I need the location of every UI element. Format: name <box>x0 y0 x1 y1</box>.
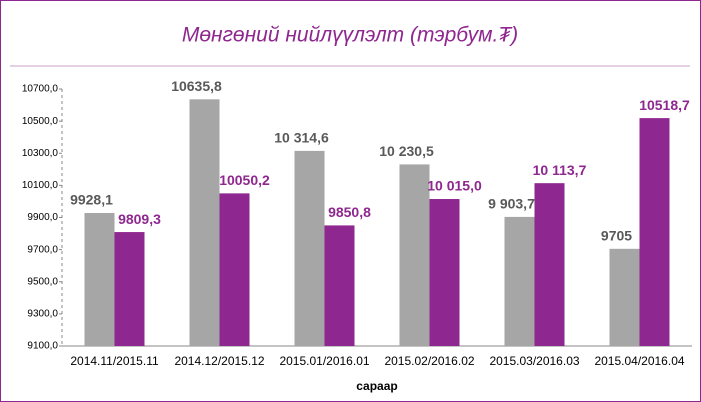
value-label: 9705 <box>601 228 632 244</box>
y-tick-label: 9100,0 <box>27 341 58 352</box>
y-tick-label: 9300,0 <box>27 309 58 320</box>
x-tick-label: 2014.11/2015.11 <box>70 354 159 368</box>
y-tick-label: 9700,0 <box>27 244 58 255</box>
x-tick-label: 2015.03/2016.03 <box>489 354 579 368</box>
x-tick-label: 2015.02/2016.02 <box>384 354 474 368</box>
y-tick-label: 10500,0 <box>22 116 59 127</box>
value-label: 10518,7 <box>639 97 690 113</box>
y-tick-label: 9500,0 <box>27 276 58 287</box>
chart-title: Мөнгөний нийлүүлэлт (тэрбум.₮) <box>182 24 518 47</box>
bar <box>534 183 565 346</box>
y-tick-label: 10300,0 <box>22 148 59 159</box>
x-tick-label: 2015.01/2016.01 <box>279 354 369 368</box>
bar <box>189 99 220 346</box>
value-label: 9 903,7 <box>488 196 535 212</box>
bar <box>609 248 640 346</box>
x-axis-label: сараар <box>356 379 398 393</box>
value-label: 10 015,0 <box>427 178 482 194</box>
value-label: 10 230,5 <box>379 143 434 159</box>
value-label: 10635,8 <box>171 78 222 94</box>
value-label: 10 113,7 <box>533 162 587 178</box>
value-label: 10 314,6 <box>274 130 329 146</box>
y-tick-label: 10700,0 <box>22 84 59 95</box>
bar <box>429 199 460 346</box>
value-label: 9850,8 <box>328 204 371 220</box>
y-tick-label: 9900,0 <box>27 212 58 223</box>
x-tick-label: 2015.04/2016.04 <box>594 354 684 368</box>
value-label: 9809,3 <box>118 211 161 227</box>
value-label: 9928,1 <box>70 192 113 208</box>
value-label: 10050,2 <box>219 172 270 188</box>
bar <box>219 193 250 346</box>
y-tick-label: 10100,0 <box>22 180 59 191</box>
bar <box>294 150 325 346</box>
bar <box>324 225 355 346</box>
bar <box>639 118 670 347</box>
bar <box>84 212 115 346</box>
bar <box>114 232 145 346</box>
x-tick-label: 2014.12/2015.12 <box>174 354 264 368</box>
bar <box>399 164 430 346</box>
bar <box>504 216 535 346</box>
